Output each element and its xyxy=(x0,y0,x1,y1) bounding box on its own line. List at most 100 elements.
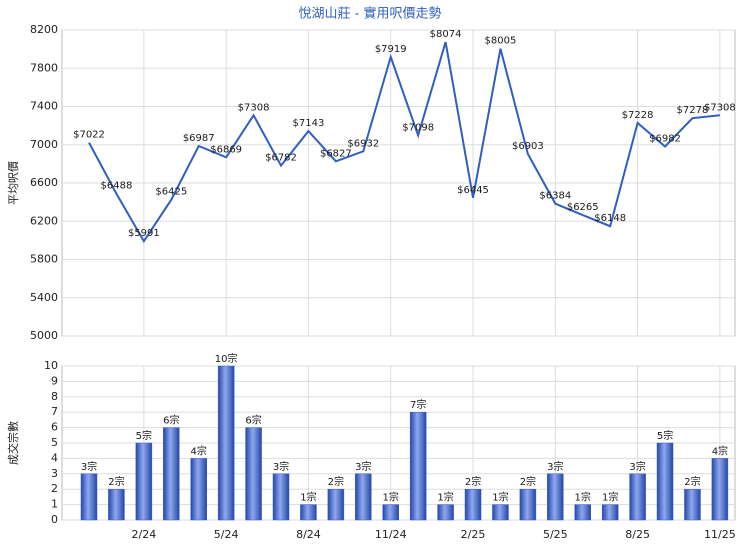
data-label: 2宗 xyxy=(684,475,700,488)
y-tick-label: 5400 xyxy=(30,291,58,304)
data-label: 4宗 xyxy=(191,444,207,457)
data-label: 3宗 xyxy=(547,460,563,473)
data-label: 1宗 xyxy=(575,491,591,504)
y-tick-label: 6 xyxy=(51,421,58,434)
y-tick-label: 8200 xyxy=(30,23,58,36)
bar xyxy=(163,427,180,521)
x-tick-label: 2/24 xyxy=(132,528,157,541)
data-label: 1宗 xyxy=(492,491,508,504)
bar xyxy=(327,488,345,521)
bar xyxy=(492,504,509,521)
data-label: 1宗 xyxy=(383,491,399,504)
data-label: $7308 xyxy=(704,102,736,113)
data-label: $6987 xyxy=(183,133,215,144)
y-tick-label: 0 xyxy=(51,513,58,526)
data-label: $5991 xyxy=(128,228,160,239)
bar xyxy=(437,504,454,521)
data-label: $7228 xyxy=(622,110,654,121)
bar xyxy=(382,504,399,521)
data-label: $6445 xyxy=(457,185,489,196)
data-label: 4宗 xyxy=(712,444,728,457)
bar xyxy=(355,473,372,521)
x-tick-label: 8/24 xyxy=(296,528,321,541)
y-tick-label: 1 xyxy=(51,498,58,511)
y-tick-label: 4 xyxy=(51,451,58,464)
y-tick-label: 8 xyxy=(51,390,58,403)
chart-title: 悅湖山莊 - 實用呎價走勢 xyxy=(299,6,442,22)
data-label: $7308 xyxy=(238,102,270,113)
bar xyxy=(135,442,153,521)
y-axis-label: 成交宗數 xyxy=(6,421,20,465)
data-label: 3宗 xyxy=(273,460,289,473)
bar xyxy=(80,473,98,521)
data-label: 3宗 xyxy=(81,460,97,473)
data-label: $6903 xyxy=(512,141,544,152)
data-label: 1宗 xyxy=(602,491,618,504)
data-label: 2宗 xyxy=(328,475,344,488)
y-tick-label: 7 xyxy=(51,405,58,418)
y-tick-label: 3 xyxy=(51,467,58,480)
data-label: $7098 xyxy=(402,122,434,133)
data-label: 2宗 xyxy=(465,475,481,488)
y-tick-label: 9 xyxy=(51,374,58,387)
y-axis-label: 平均呎價 xyxy=(6,161,20,205)
y-tick-label: 7800 xyxy=(30,61,58,74)
data-label: $7278 xyxy=(677,105,709,116)
bar xyxy=(684,488,701,521)
data-label: 6宗 xyxy=(163,414,179,427)
data-label: 7宗 xyxy=(410,398,426,411)
data-label: $6782 xyxy=(265,153,297,164)
bar xyxy=(300,504,317,521)
data-label: $6425 xyxy=(155,187,187,198)
bar xyxy=(108,488,125,521)
x-tick-label: 11/25 xyxy=(704,528,736,541)
y-tick-label: 7400 xyxy=(30,100,58,113)
y-tick-label: 6600 xyxy=(30,176,58,189)
bar xyxy=(656,442,674,521)
y-tick-label: 7000 xyxy=(30,138,58,151)
y-tick-label: 5800 xyxy=(30,253,58,266)
y-tick-label: 5 xyxy=(51,436,58,449)
data-label: 2宗 xyxy=(520,475,536,488)
y-tick-label: 5000 xyxy=(30,329,58,342)
data-label: 3宗 xyxy=(629,460,645,473)
bar xyxy=(574,504,591,521)
bar xyxy=(245,427,262,521)
data-label: 1宗 xyxy=(300,491,316,504)
data-label: 10宗 xyxy=(215,352,238,365)
data-label: $6488 xyxy=(101,181,133,192)
data-label: $6148 xyxy=(594,213,626,224)
bar xyxy=(464,488,482,521)
data-label: $7143 xyxy=(293,118,325,129)
bar xyxy=(601,504,619,521)
y-tick-label: 6200 xyxy=(30,214,58,227)
data-label: $8005 xyxy=(485,36,517,47)
y-tick-label: 10 xyxy=(44,359,58,372)
data-label: 1宗 xyxy=(437,491,453,504)
line xyxy=(88,41,720,244)
bar xyxy=(409,411,427,521)
bar xyxy=(629,473,646,521)
bar xyxy=(711,458,729,521)
data-label: 5宗 xyxy=(136,429,152,442)
data-label: 2宗 xyxy=(108,475,124,488)
bar xyxy=(547,473,564,521)
data-label: $8074 xyxy=(430,29,462,40)
x-tick-label: 2/25 xyxy=(461,528,486,541)
data-label: $7022 xyxy=(73,130,105,141)
data-label: 3宗 xyxy=(355,460,371,473)
data-label: $6982 xyxy=(649,133,681,144)
bar xyxy=(519,488,537,521)
x-tick-label: 11/24 xyxy=(375,528,407,541)
x-tick-label: 8/25 xyxy=(625,528,650,541)
bar xyxy=(272,473,290,521)
y-tick-label: 2 xyxy=(51,482,58,495)
bar xyxy=(190,458,207,521)
data-label: $6932 xyxy=(347,138,379,149)
data-label: $6384 xyxy=(539,191,571,202)
data-label: $6827 xyxy=(320,148,352,159)
data-label: $7919 xyxy=(375,44,407,55)
data-label: $6869 xyxy=(210,144,242,155)
data-label: 5宗 xyxy=(657,429,673,442)
